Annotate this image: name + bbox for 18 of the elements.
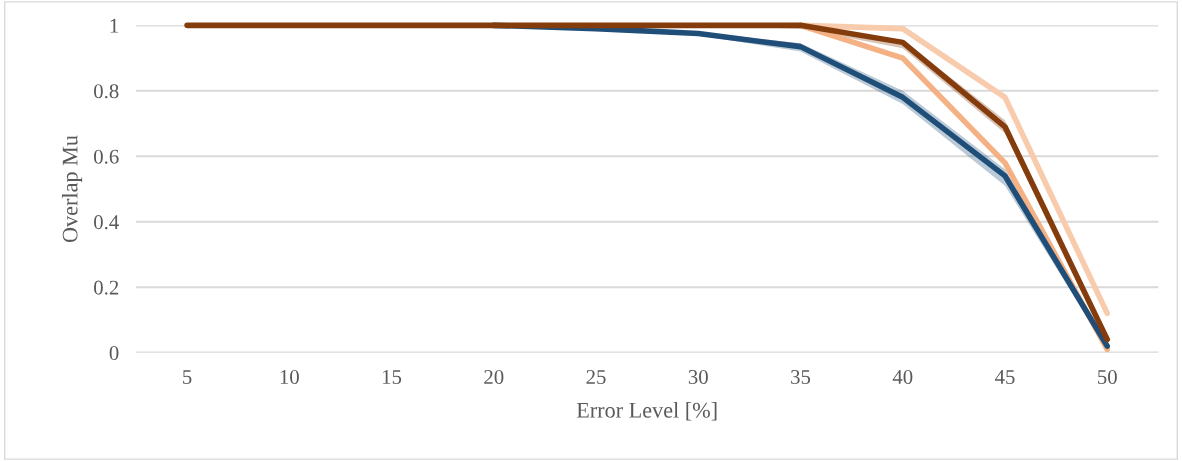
y-tick-label: 1	[110, 18, 119, 33]
y-axis-title: Overlap Mu	[61, 135, 83, 243]
y-tick-label: 0	[109, 346, 119, 361]
x-tick-label: 45	[994, 370, 1015, 384]
x-axis-title: Error Level [%]	[576, 402, 717, 421]
x-tick-label: 40	[892, 369, 913, 384]
x-tick-label: 25	[586, 369, 606, 384]
x-tick-label: 30	[688, 369, 708, 384]
x-tick-label: 5	[183, 370, 192, 384]
y-tick-label: 0.8	[94, 84, 119, 99]
y-tick-label: 0.2	[94, 280, 119, 295]
x-tick-label: 50	[1098, 369, 1117, 384]
x-tick-label: 15	[382, 370, 402, 384]
x-tick-label: 20	[484, 369, 504, 384]
y-tick-label: 0.6	[94, 149, 119, 164]
x-tick-label: 10	[280, 369, 299, 384]
y-tick-label: 0.4	[94, 215, 119, 230]
x-tick-label: 35	[791, 369, 811, 384]
